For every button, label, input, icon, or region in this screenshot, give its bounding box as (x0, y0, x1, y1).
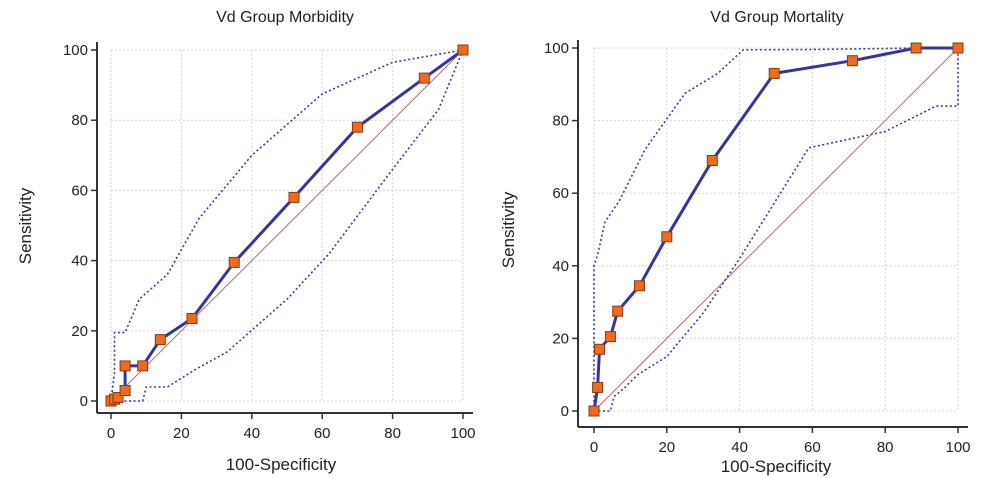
chart-title: Vd Group Morbidity (216, 9, 354, 26)
ci-upper-bound-line (110, 49, 464, 402)
x-tick-label: 100 (450, 425, 475, 442)
morbidity-roc-panel: Vd Group Morbidity 100-Specificity Sensi… (16, 9, 476, 474)
x-tick-label: 20 (658, 439, 675, 456)
roc-data-point (604, 331, 616, 343)
roc-data-point (119, 360, 131, 372)
x-tick-label: 80 (877, 439, 894, 456)
roc-data-point (119, 385, 131, 396)
roc-data-point (137, 360, 149, 372)
y-tick-label: 80 (552, 113, 569, 130)
x-tick-label: 40 (731, 439, 748, 456)
y-axis-label: Sensitivity (499, 191, 518, 268)
y-axis-label: Sensitivity (16, 187, 35, 264)
x-tick-label: 40 (243, 425, 260, 442)
y-tick-label: 0 (80, 393, 88, 410)
x-axis-label: 100-Specificity (721, 457, 832, 476)
mortality-roc-panel: Vd Group Mortality 100-Specificity Sensi… (492, 0, 983, 478)
roc-data-point (594, 343, 605, 355)
x-tick-label: 60 (804, 439, 821, 456)
y-tick-label: 80 (71, 112, 88, 129)
roc-data-point (457, 44, 469, 56)
roc-data-point (186, 313, 198, 324)
roc-data-point (634, 280, 645, 292)
ci-lower-bound-line (111, 49, 464, 402)
x-axis-label: 100-Specificity (226, 455, 337, 474)
roc-data-point (612, 305, 624, 317)
roc-data-point (592, 381, 604, 393)
chart-title: Vd Group Mortality (710, 9, 843, 26)
x-tick-label: 60 (314, 425, 331, 442)
ci-upper-bound-line (593, 47, 958, 411)
x-tick-label: 80 (384, 425, 401, 442)
roc-data-point (846, 55, 858, 67)
roc-data-point (952, 42, 964, 54)
roc-data-point (661, 231, 673, 243)
y-tick-label: 0 (561, 403, 569, 420)
roc-data-point (588, 405, 600, 417)
y-tick-label: 60 (71, 182, 88, 199)
y-tick-label: 40 (552, 258, 569, 275)
y-tick-label: 60 (552, 185, 569, 202)
ci-lower-bound-line (594, 48, 959, 412)
morbidity-roc-chart: Vd Group Morbidity 100-Specificity Sensi… (16, 9, 476, 474)
roc-data-point (351, 121, 363, 133)
mortality-roc-chart: Vd Group Mortality 100-Specificity Sensi… (499, 9, 971, 476)
y-tick-label: 20 (552, 330, 569, 347)
y-tick-label: 100 (63, 42, 88, 59)
y-tick-label: 100 (544, 40, 569, 57)
x-tick-label: 20 (173, 425, 190, 442)
reference-diagonal-line (110, 49, 464, 402)
roc-data-point (418, 72, 430, 84)
roc-curve-line (592, 46, 958, 412)
roc-data-point (910, 42, 922, 54)
roc-data-point (112, 392, 124, 403)
x-tick-label: 0 (107, 425, 115, 442)
roc-data-point (768, 67, 780, 79)
y-tick-label: 40 (71, 253, 88, 270)
x-tick-label: 100 (945, 439, 970, 456)
y-tick-label: 20 (71, 323, 88, 340)
roc-data-point (288, 191, 300, 203)
roc-data-point (706, 155, 718, 166)
x-tick-label: 0 (590, 439, 598, 456)
reference-diagonal-line (593, 47, 959, 412)
roc-data-point (228, 256, 240, 268)
roc-data-point (154, 334, 166, 346)
